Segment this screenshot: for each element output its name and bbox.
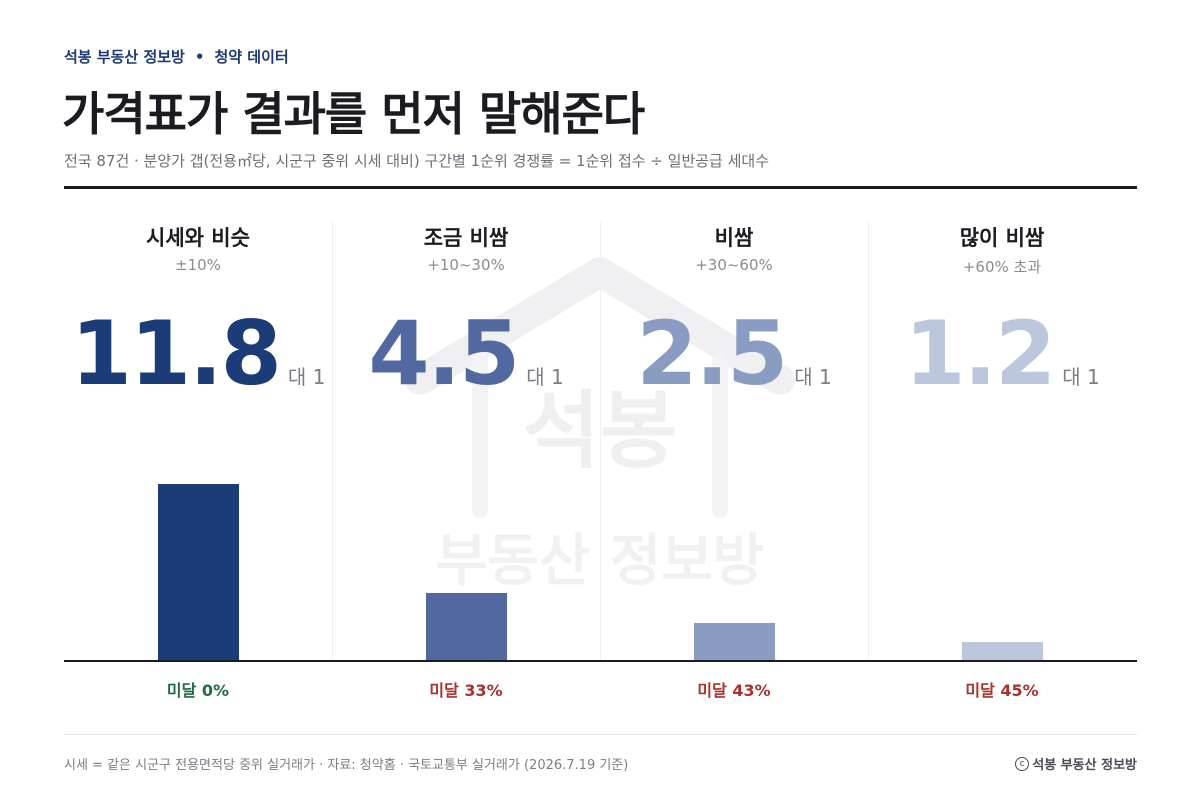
- ratio-number: 11.8: [70, 302, 282, 405]
- ratio-number: 4.5: [368, 302, 520, 405]
- category-label: 조금 비쌈: [423, 226, 509, 250]
- chart-column: 시세와 비슷 ±10% 11.8 대 1: [64, 200, 332, 660]
- ratio-value: 4.5 대 1: [332, 310, 600, 398]
- category-range: +30~60%: [695, 256, 773, 274]
- category-range: +60% 초과: [962, 258, 1042, 276]
- category-label: 많이 비쌈: [959, 226, 1045, 250]
- ratio-unit: 대 1: [526, 365, 564, 389]
- category-label: 시세와 비슷: [146, 226, 250, 250]
- shortfall-label: 미달 43%: [697, 681, 771, 700]
- ratio-value: 1.2 대 1: [868, 310, 1136, 398]
- credit-label: 석봉 부동산 정보방: [1032, 758, 1137, 773]
- ratio-value: 11.8 대 1: [64, 310, 332, 398]
- bar: [962, 642, 1043, 660]
- chart-column: 비쌈 +30~60% 2.5 대 1: [600, 200, 868, 660]
- page-subtitle: 전국 87건 · 분양가 갭(전용㎡당, 시군구 중위 시세 대비) 구간별 1…: [64, 152, 770, 170]
- bar: [694, 623, 775, 660]
- ratio-unit: 대 1: [794, 365, 832, 389]
- copyright-icon: c: [1015, 756, 1030, 771]
- ratio-value: 2.5 대 1: [600, 310, 868, 398]
- top-rule: [64, 186, 1137, 189]
- column-divider: [332, 222, 333, 660]
- chart-column: 많이 비쌈 +60% 초과 1.2 대 1: [868, 200, 1136, 660]
- shortfall-label: 미달 33%: [429, 681, 503, 700]
- chart-baseline: [64, 660, 1137, 662]
- category-label: 비쌈: [714, 226, 754, 250]
- column-divider: [600, 222, 601, 660]
- kicker-separator: •: [194, 47, 205, 66]
- chart-column: 조금 비쌈 +10~30% 4.5 대 1: [332, 200, 600, 660]
- kicker: 석봉 부동산 정보방 • 청약 데이터: [64, 46, 289, 67]
- ratio-number: 2.5: [636, 302, 788, 405]
- shortfall-label: 미달 0%: [166, 681, 230, 700]
- column-divider: [868, 222, 869, 660]
- ratio-unit: 대 1: [1062, 365, 1100, 389]
- page-title: 가격표가 결과를 먼저 말해준다: [62, 87, 645, 141]
- kicker-topic: 청약 데이터: [214, 48, 289, 66]
- footer-rule: [64, 734, 1137, 735]
- footnote: 시세 = 같은 시군구 전용면적당 중위 실거래가 · 자료: 청약홈 · 국토…: [64, 758, 629, 773]
- bar: [426, 593, 507, 660]
- category-range: +10~30%: [427, 256, 505, 274]
- credit: c 석봉 부동산 정보방: [1015, 754, 1137, 773]
- ratio-number: 1.2: [904, 302, 1056, 405]
- bar: [158, 484, 239, 660]
- category-range: ±10%: [175, 256, 221, 274]
- shortfall-label: 미달 45%: [965, 681, 1039, 700]
- ratio-unit: 대 1: [287, 365, 326, 389]
- kicker-brand: 석봉 부동산 정보방: [64, 48, 185, 66]
